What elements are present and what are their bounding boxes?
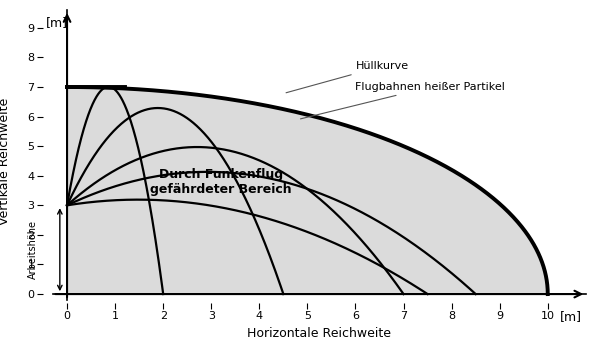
Text: Hüllkurve: Hüllkurve	[286, 61, 409, 93]
Polygon shape	[67, 87, 548, 294]
X-axis label: Horizontale Reichweite: Horizontale Reichweite	[247, 327, 391, 340]
Text: Durch Funkenflug
gefährdeter Bereich: Durch Funkenflug gefährdeter Bereich	[150, 168, 292, 196]
Text: Flugbahnen heißer Partikel: Flugbahnen heißer Partikel	[301, 82, 505, 119]
Text: [m]: [m]	[46, 16, 67, 29]
Text: [m]: [m]	[559, 310, 581, 323]
Text: Arbeitshöhe: Arbeitshöhe	[28, 220, 38, 279]
Text: Vertikale Reichweite: Vertikale Reichweite	[0, 97, 11, 225]
